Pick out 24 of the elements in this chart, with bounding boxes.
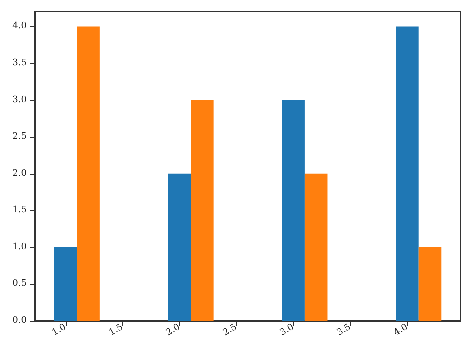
y-tick-label: 0.5	[12, 279, 28, 290]
bar	[418, 247, 442, 321]
x-tick-label: 3.5	[336, 322, 354, 338]
bar	[282, 100, 305, 321]
x-tick-label: 1.5	[108, 322, 126, 338]
y-tick-label: 1.5	[12, 206, 28, 216]
y-tick-label: 0.0	[12, 316, 28, 326]
x-tick-label: 1.0	[50, 322, 68, 338]
y-tick-label: 3.5	[12, 58, 28, 68]
y-tick-label: 3.0	[12, 95, 28, 106]
bar	[304, 174, 328, 321]
bar	[168, 174, 192, 321]
x-tick-label: 2.0	[164, 322, 182, 338]
x-tick-label: 2.5	[222, 322, 240, 338]
y-tick-label: 1.0	[12, 242, 28, 252]
x-tick-label: 3.0	[278, 322, 296, 338]
bar	[396, 26, 419, 321]
bar	[77, 26, 100, 321]
bar	[54, 247, 78, 321]
y-tick-label: 2.5	[12, 132, 28, 142]
y-tick-label: 4.0	[12, 22, 28, 32]
bar	[191, 100, 214, 321]
x-tick-label: 4.0	[392, 322, 410, 338]
y-tick-label: 2.0	[12, 168, 28, 179]
